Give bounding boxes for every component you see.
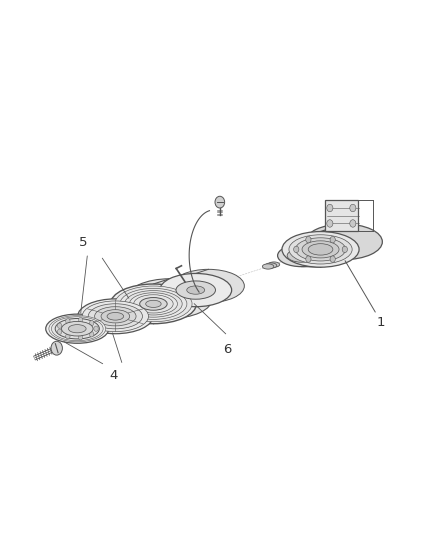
Ellipse shape (46, 314, 109, 343)
Circle shape (306, 256, 311, 262)
Circle shape (57, 323, 62, 328)
Text: 5: 5 (79, 236, 88, 249)
Ellipse shape (268, 262, 280, 267)
Circle shape (94, 326, 98, 332)
FancyBboxPatch shape (325, 200, 358, 231)
Ellipse shape (51, 317, 103, 341)
Ellipse shape (308, 244, 333, 255)
Circle shape (327, 220, 333, 227)
Text: 1: 1 (377, 316, 385, 329)
Circle shape (293, 246, 299, 253)
Ellipse shape (289, 235, 352, 264)
Ellipse shape (282, 231, 359, 267)
Circle shape (89, 320, 94, 326)
Ellipse shape (287, 249, 316, 262)
Ellipse shape (305, 224, 382, 260)
Circle shape (330, 256, 336, 262)
Circle shape (78, 318, 83, 323)
Ellipse shape (88, 304, 142, 329)
Ellipse shape (49, 316, 106, 342)
Circle shape (215, 196, 225, 208)
Ellipse shape (61, 321, 93, 336)
Circle shape (350, 204, 356, 212)
Circle shape (306, 237, 311, 243)
Ellipse shape (140, 297, 167, 310)
Ellipse shape (127, 279, 212, 319)
Ellipse shape (68, 325, 86, 333)
Ellipse shape (146, 300, 161, 308)
Circle shape (342, 246, 347, 253)
Ellipse shape (55, 319, 99, 339)
Ellipse shape (115, 286, 192, 322)
Circle shape (89, 332, 94, 337)
Ellipse shape (176, 281, 215, 299)
Ellipse shape (120, 288, 187, 319)
Ellipse shape (187, 286, 205, 294)
Circle shape (330, 237, 336, 243)
Circle shape (57, 329, 62, 334)
Ellipse shape (296, 238, 346, 261)
Ellipse shape (262, 264, 274, 269)
Circle shape (66, 334, 70, 339)
Ellipse shape (134, 295, 173, 313)
Ellipse shape (125, 290, 182, 317)
Ellipse shape (173, 269, 244, 303)
Text: 4: 4 (110, 369, 118, 382)
Ellipse shape (265, 263, 277, 268)
Ellipse shape (302, 241, 339, 258)
Ellipse shape (101, 310, 130, 323)
Ellipse shape (278, 245, 325, 266)
Ellipse shape (160, 273, 232, 306)
Ellipse shape (82, 301, 148, 332)
Ellipse shape (129, 293, 177, 315)
Circle shape (350, 220, 356, 227)
Ellipse shape (110, 284, 196, 324)
Circle shape (327, 204, 333, 212)
Ellipse shape (95, 306, 136, 326)
Text: 6: 6 (223, 343, 232, 356)
Circle shape (66, 319, 70, 324)
Ellipse shape (107, 312, 124, 320)
Circle shape (51, 341, 62, 355)
Ellipse shape (78, 299, 153, 334)
Circle shape (78, 335, 83, 340)
